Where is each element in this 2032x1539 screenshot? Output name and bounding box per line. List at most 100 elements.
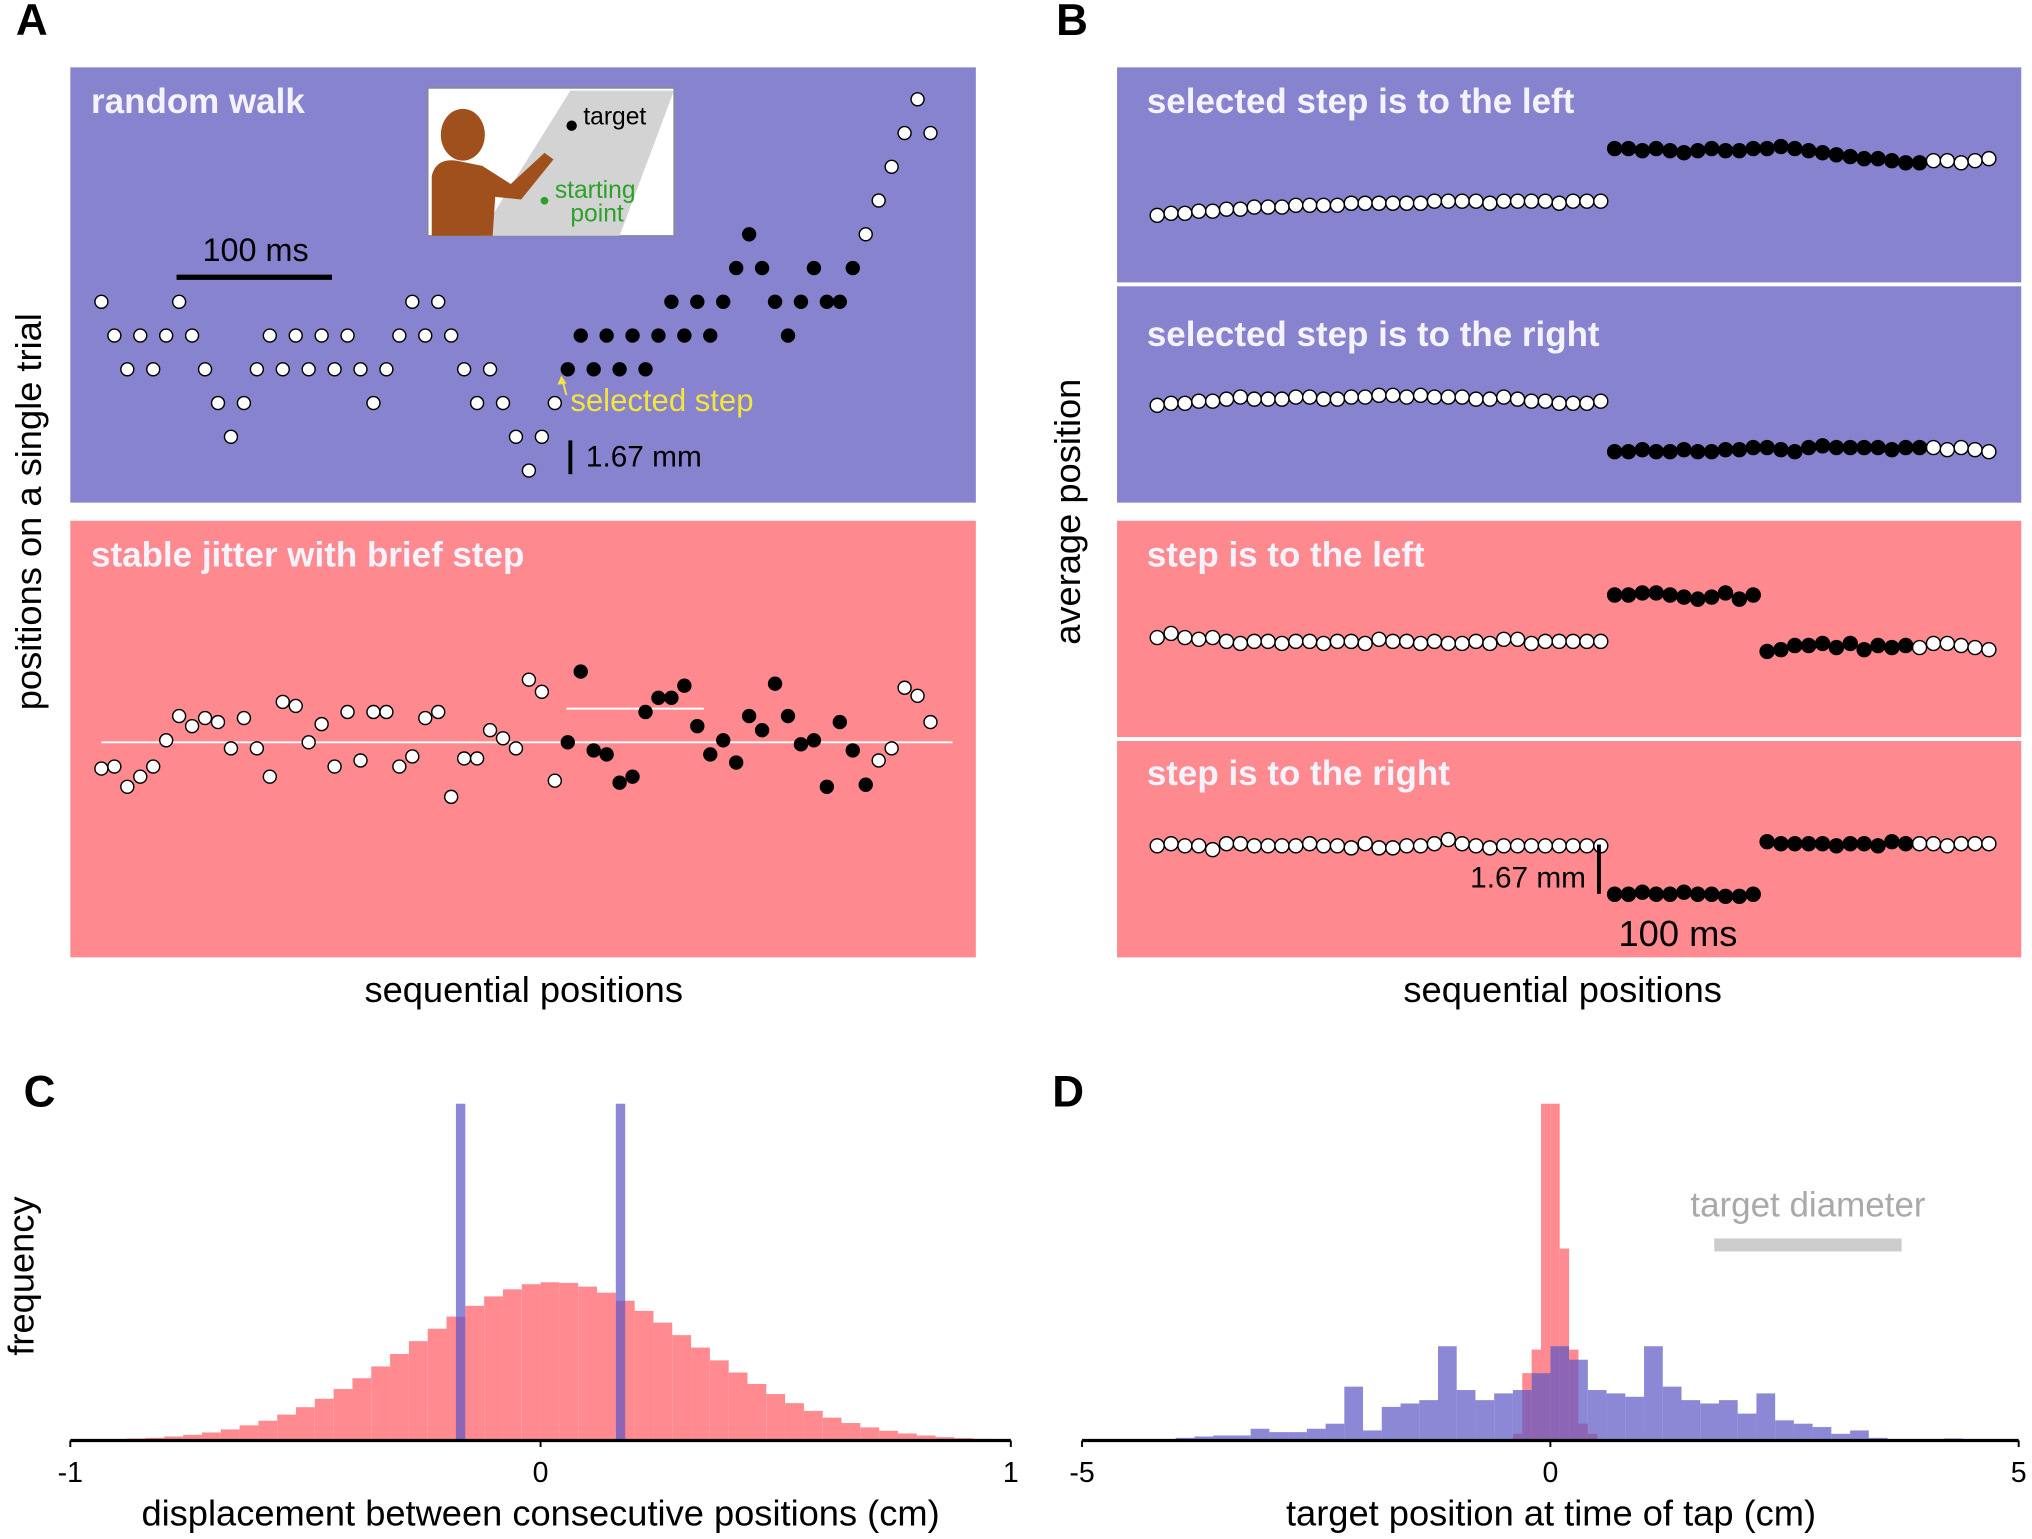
position-dot: [1842, 635, 1858, 652]
position-dot: [1898, 439, 1914, 456]
position-dot: [1939, 838, 1956, 854]
position-dot: [1648, 585, 1664, 601]
position-dot: [1925, 153, 1942, 169]
position-dot: [1537, 193, 1554, 209]
histogram-bar: [1512, 1390, 1532, 1441]
position-dot: [1523, 635, 1540, 652]
position-dot: [1496, 631, 1512, 648]
position-dot: [301, 735, 316, 750]
position-dot: [158, 328, 174, 343]
position-dot: [1620, 587, 1637, 603]
position-dot: [1690, 142, 1706, 159]
position-dot: [1939, 635, 1956, 652]
position-dot: [1163, 836, 1179, 852]
position-dot: [741, 227, 757, 242]
histogram-bar: [841, 1423, 861, 1441]
position-dot: [418, 710, 433, 726]
position-dot: [1177, 205, 1193, 221]
position-dot: [1385, 840, 1401, 856]
position-dot: [521, 672, 537, 687]
position-dot: [1717, 888, 1734, 905]
histogram-bar: [258, 1420, 278, 1441]
histogram-bar: [352, 1378, 372, 1441]
position-dot: [586, 743, 601, 758]
position-dot: [573, 328, 588, 343]
position-dot: [1454, 635, 1470, 652]
position-dot: [1551, 395, 1567, 411]
position-dot: [1385, 195, 1401, 211]
position-scale-label: 1.67 mm: [586, 440, 702, 473]
position-dot: [1412, 195, 1429, 211]
position-dot: [431, 294, 446, 309]
position-dot: [1648, 444, 1664, 460]
position-dot: [171, 708, 187, 724]
position-dot: [703, 747, 718, 762]
histogram-bar: [1644, 1346, 1663, 1441]
position-dot: [690, 294, 705, 309]
position-dot: [120, 779, 135, 794]
position-dot: [1939, 153, 1956, 169]
position-dot: [1412, 387, 1429, 404]
position-dot: [1787, 836, 1803, 852]
position-dot: [819, 779, 835, 794]
position-dot: [1482, 840, 1498, 856]
position-dot: [534, 429, 550, 444]
position-dot: [1163, 205, 1179, 221]
position-dot: [1468, 838, 1484, 854]
position-dot: [1731, 591, 1748, 607]
position-dot: [858, 777, 873, 792]
position-dot: [443, 789, 459, 805]
histogram-bar: [1559, 1248, 1570, 1441]
position-dot: [573, 664, 588, 679]
position-dot: [754, 722, 770, 738]
position-dot: [923, 714, 938, 730]
histogram-bar: [691, 1347, 710, 1441]
position-dot: [612, 362, 627, 377]
panel-background: [1117, 520, 2022, 738]
position-dot: [1315, 838, 1332, 854]
position-dot: [1870, 637, 1886, 654]
position-dot: [1565, 633, 1581, 650]
histogram-bar: [333, 1389, 353, 1441]
histogram-bar: [879, 1430, 898, 1441]
position-dot: [1218, 201, 1235, 217]
position-dot: [1717, 142, 1734, 159]
histogram-bar: [296, 1407, 315, 1441]
histogram-bar: [164, 1436, 184, 1441]
panel-title: stable jitter with brief step: [91, 535, 524, 574]
position-dot: [1925, 635, 1942, 652]
position-dot: [1953, 155, 1969, 171]
position-dot: [236, 710, 252, 726]
position-dot: [1606, 140, 1623, 157]
position-dot: [1925, 439, 1942, 456]
position-dot: [508, 741, 524, 756]
position-dot: [1246, 199, 1262, 215]
position-dot: [184, 328, 200, 343]
position-dot: [262, 328, 278, 343]
position-dot: [1523, 393, 1540, 409]
position-dot: [1648, 886, 1664, 902]
position-dot: [1551, 195, 1567, 211]
position-dot: [1454, 389, 1470, 405]
position-dot: [1565, 193, 1581, 209]
position-dot: [1329, 633, 1346, 650]
panel-title: random walk: [91, 82, 305, 121]
position-dot: [1565, 395, 1581, 411]
position-dot: [871, 193, 886, 208]
position-dot: [340, 704, 355, 720]
histogram-bar: [1831, 1433, 1851, 1441]
position-dot: [1676, 884, 1692, 900]
inset: [427, 87, 675, 237]
histogram-bar: [1700, 1403, 1719, 1441]
person-body: [431, 152, 554, 236]
position-dot: [1593, 193, 1609, 209]
histogram-bar: [1625, 1396, 1645, 1441]
histogram-bar: [709, 1360, 729, 1441]
histogram-bar: [1737, 1413, 1757, 1441]
histogram-bar: [183, 1434, 202, 1441]
position-dot: [1606, 587, 1623, 603]
position-dot: [1634, 884, 1651, 900]
position-dot: [754, 260, 770, 276]
position-dot: [858, 227, 873, 242]
position-dot: [379, 704, 394, 720]
